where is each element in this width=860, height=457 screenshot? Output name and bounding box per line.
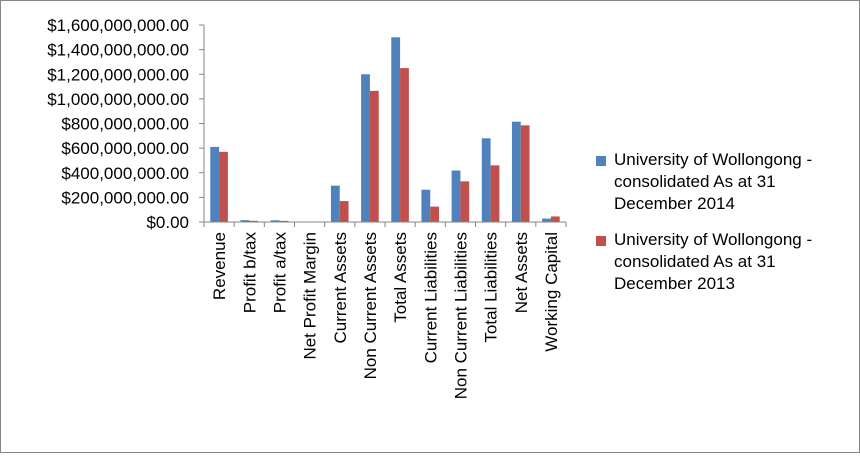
axes bbox=[203, 25, 566, 223]
x-tick-label: Total Assets bbox=[391, 232, 410, 323]
bar-2014 bbox=[361, 74, 370, 222]
x-tick-label: Net Profit Margin bbox=[301, 232, 320, 360]
x-tick-label: Current Liabilities bbox=[421, 232, 440, 363]
bar-2014 bbox=[210, 146, 220, 222]
bar-2013 bbox=[219, 151, 228, 222]
y-tick-label: $1,400,000,000.00 bbox=[47, 41, 189, 60]
legend-item-2014: University of Wollongong - consolidated … bbox=[596, 149, 854, 215]
y-tick-label: $800,000,000.00 bbox=[61, 115, 189, 134]
bar-2013 bbox=[369, 90, 379, 222]
bar-2014 bbox=[542, 218, 551, 222]
bar-2013 bbox=[279, 220, 289, 222]
bar-2013 bbox=[430, 206, 440, 222]
bar-2013 bbox=[460, 181, 470, 222]
x-tick-label: Net Assets bbox=[512, 232, 531, 313]
legend-item-2013: University of Wollongong - consolidated … bbox=[596, 229, 854, 295]
x-tick-label: Working Capital bbox=[542, 232, 561, 352]
y-tick-label: $1,600,000,000.00 bbox=[47, 16, 189, 35]
bar-2013 bbox=[490, 165, 500, 222]
bar-2013 bbox=[520, 125, 530, 222]
y-tick-label: $1,200,000,000.00 bbox=[47, 65, 189, 84]
x-tick-label: Profit b/tax bbox=[240, 232, 259, 314]
y-tick-label: $400,000,000.00 bbox=[61, 164, 189, 183]
legend-label-2013: University of Wollongong - consolidated … bbox=[614, 230, 813, 293]
bar-2014 bbox=[451, 170, 461, 222]
y-tick-label: $0.00 bbox=[146, 213, 189, 232]
bar-2013 bbox=[249, 220, 259, 222]
bar-2014 bbox=[421, 189, 431, 222]
legend-swatch-2014 bbox=[596, 156, 606, 166]
bar-2014 bbox=[391, 37, 401, 222]
y-tick-label: $200,000,000.00 bbox=[61, 188, 189, 207]
bar-2013 bbox=[339, 201, 349, 222]
bar-2014 bbox=[481, 138, 491, 222]
y-tick-label: $1,000,000,000.00 bbox=[47, 90, 189, 109]
y-axis-ticks: $0.00 $200,000,000.00 $400,000,000.00 $600,… bbox=[47, 16, 204, 232]
legend: University of Wollongong - consolidated … bbox=[596, 149, 854, 309]
y-tick-label: $600,000,000.00 bbox=[61, 139, 189, 158]
bar-2014 bbox=[270, 220, 280, 222]
x-axis-ticks: Revenue Profit b/tax Profit a/tax Net Profi… bbox=[203, 222, 567, 399]
legend-swatch-2013 bbox=[596, 236, 606, 246]
bar-2013 bbox=[400, 68, 409, 222]
legend-label-2014: University of Wollongong - consolidated … bbox=[614, 150, 813, 213]
x-tick-label: Profit a/tax bbox=[270, 232, 289, 314]
x-tick-label: Non Current Assets bbox=[361, 232, 380, 379]
bar-2013 bbox=[550, 216, 560, 222]
bar-chart: $0.00 $200,000,000.00 $400,000,000.00 $600,… bbox=[47, 16, 567, 399]
bar-2014 bbox=[240, 220, 250, 222]
bar-2014 bbox=[330, 185, 340, 222]
bar-2014 bbox=[511, 121, 521, 222]
x-tick-label: Revenue bbox=[210, 232, 229, 300]
x-tick-label: Non Current Liabilities bbox=[451, 232, 470, 399]
x-tick-label: Total Liabilities bbox=[482, 232, 501, 343]
x-tick-label: Current Assets bbox=[331, 232, 350, 344]
bars-group bbox=[210, 37, 560, 222]
